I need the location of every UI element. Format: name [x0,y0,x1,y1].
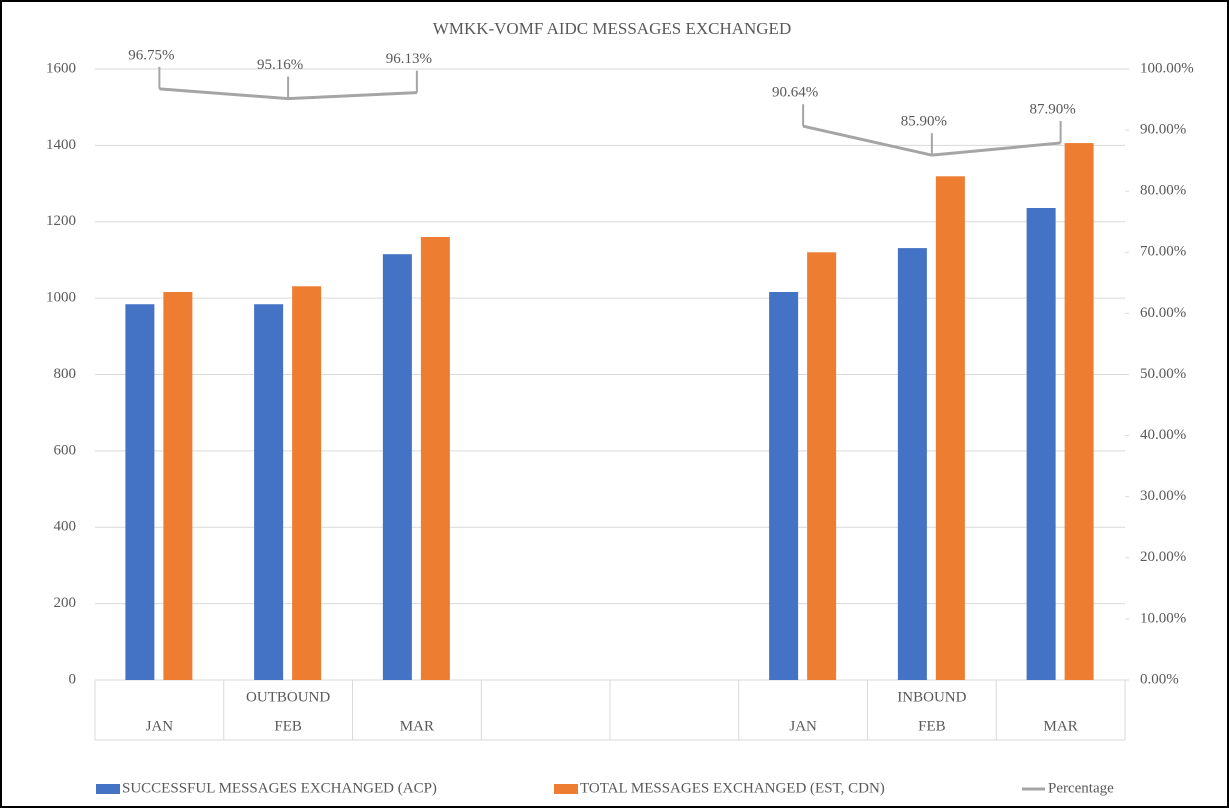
y2-tick-label: 10.00% [1140,610,1186,626]
bar [382,254,412,680]
bar [420,237,450,680]
group-label: INBOUND [897,689,966,705]
x-tick-label: JAN [146,718,174,734]
data-label: 96.13% [386,51,432,67]
data-label: 95.16% [257,57,303,73]
y2-tick-label: 50.00% [1140,366,1186,382]
data-label: 90.64% [772,85,818,101]
bar [897,248,927,681]
y-tick-label: 800 [54,366,77,382]
y-tick-label: 1400 [46,137,76,153]
bar [807,252,837,681]
y-tick-label: 200 [54,595,77,611]
y2-tick-label: 90.00% [1140,122,1186,138]
bar [935,176,965,680]
y-tick-label: 1600 [46,60,76,76]
y2-tick-label: 0.00% [1140,671,1179,687]
y2-tick-label: 70.00% [1140,244,1186,260]
bar [254,304,284,680]
data-label: 96.75% [128,47,174,63]
legend-swatch [96,784,120,794]
y-tick-label: 400 [54,519,77,535]
y-tick-label: 600 [54,442,77,458]
x-tick-label: JAN [789,718,817,734]
y2-tick-label: 60.00% [1140,305,1186,321]
legend-label: TOTAL MESSAGES EXCHANGED (EST, CDN) [580,780,885,796]
y2-tick-label: 30.00% [1140,488,1186,504]
y-tick-label: 1200 [46,213,76,229]
legend-swatch [554,784,578,794]
y-tick-label: 0 [69,671,77,687]
group-label: OUTBOUND [246,689,330,705]
bar [1064,143,1094,681]
data-label: 87.90% [1030,101,1076,117]
bar [1026,208,1056,680]
legend-label: Percentage [1048,780,1114,796]
bar [163,292,193,680]
bar [769,292,799,680]
x-tick-label: MAR [400,718,434,734]
bar [125,304,155,680]
y2-tick-label: 40.00% [1140,427,1186,443]
y-tick-label: 1000 [46,290,76,306]
y2-tick-label: 20.00% [1140,549,1186,565]
legend-label: SUCCESSFUL MESSAGES EXCHANGED (ACP) [122,780,437,796]
x-tick-label: FEB [918,718,946,734]
y2-tick-label: 80.00% [1140,183,1186,199]
x-tick-label: MAR [1044,718,1078,734]
data-label: 85.90% [901,114,947,130]
y2-tick-label: 100.00% [1140,60,1194,76]
bar [292,286,322,680]
chart-title: WMKK-VOMF AIDC MESSAGES EXCHANGED [433,19,791,38]
x-tick-label: FEB [274,718,302,734]
